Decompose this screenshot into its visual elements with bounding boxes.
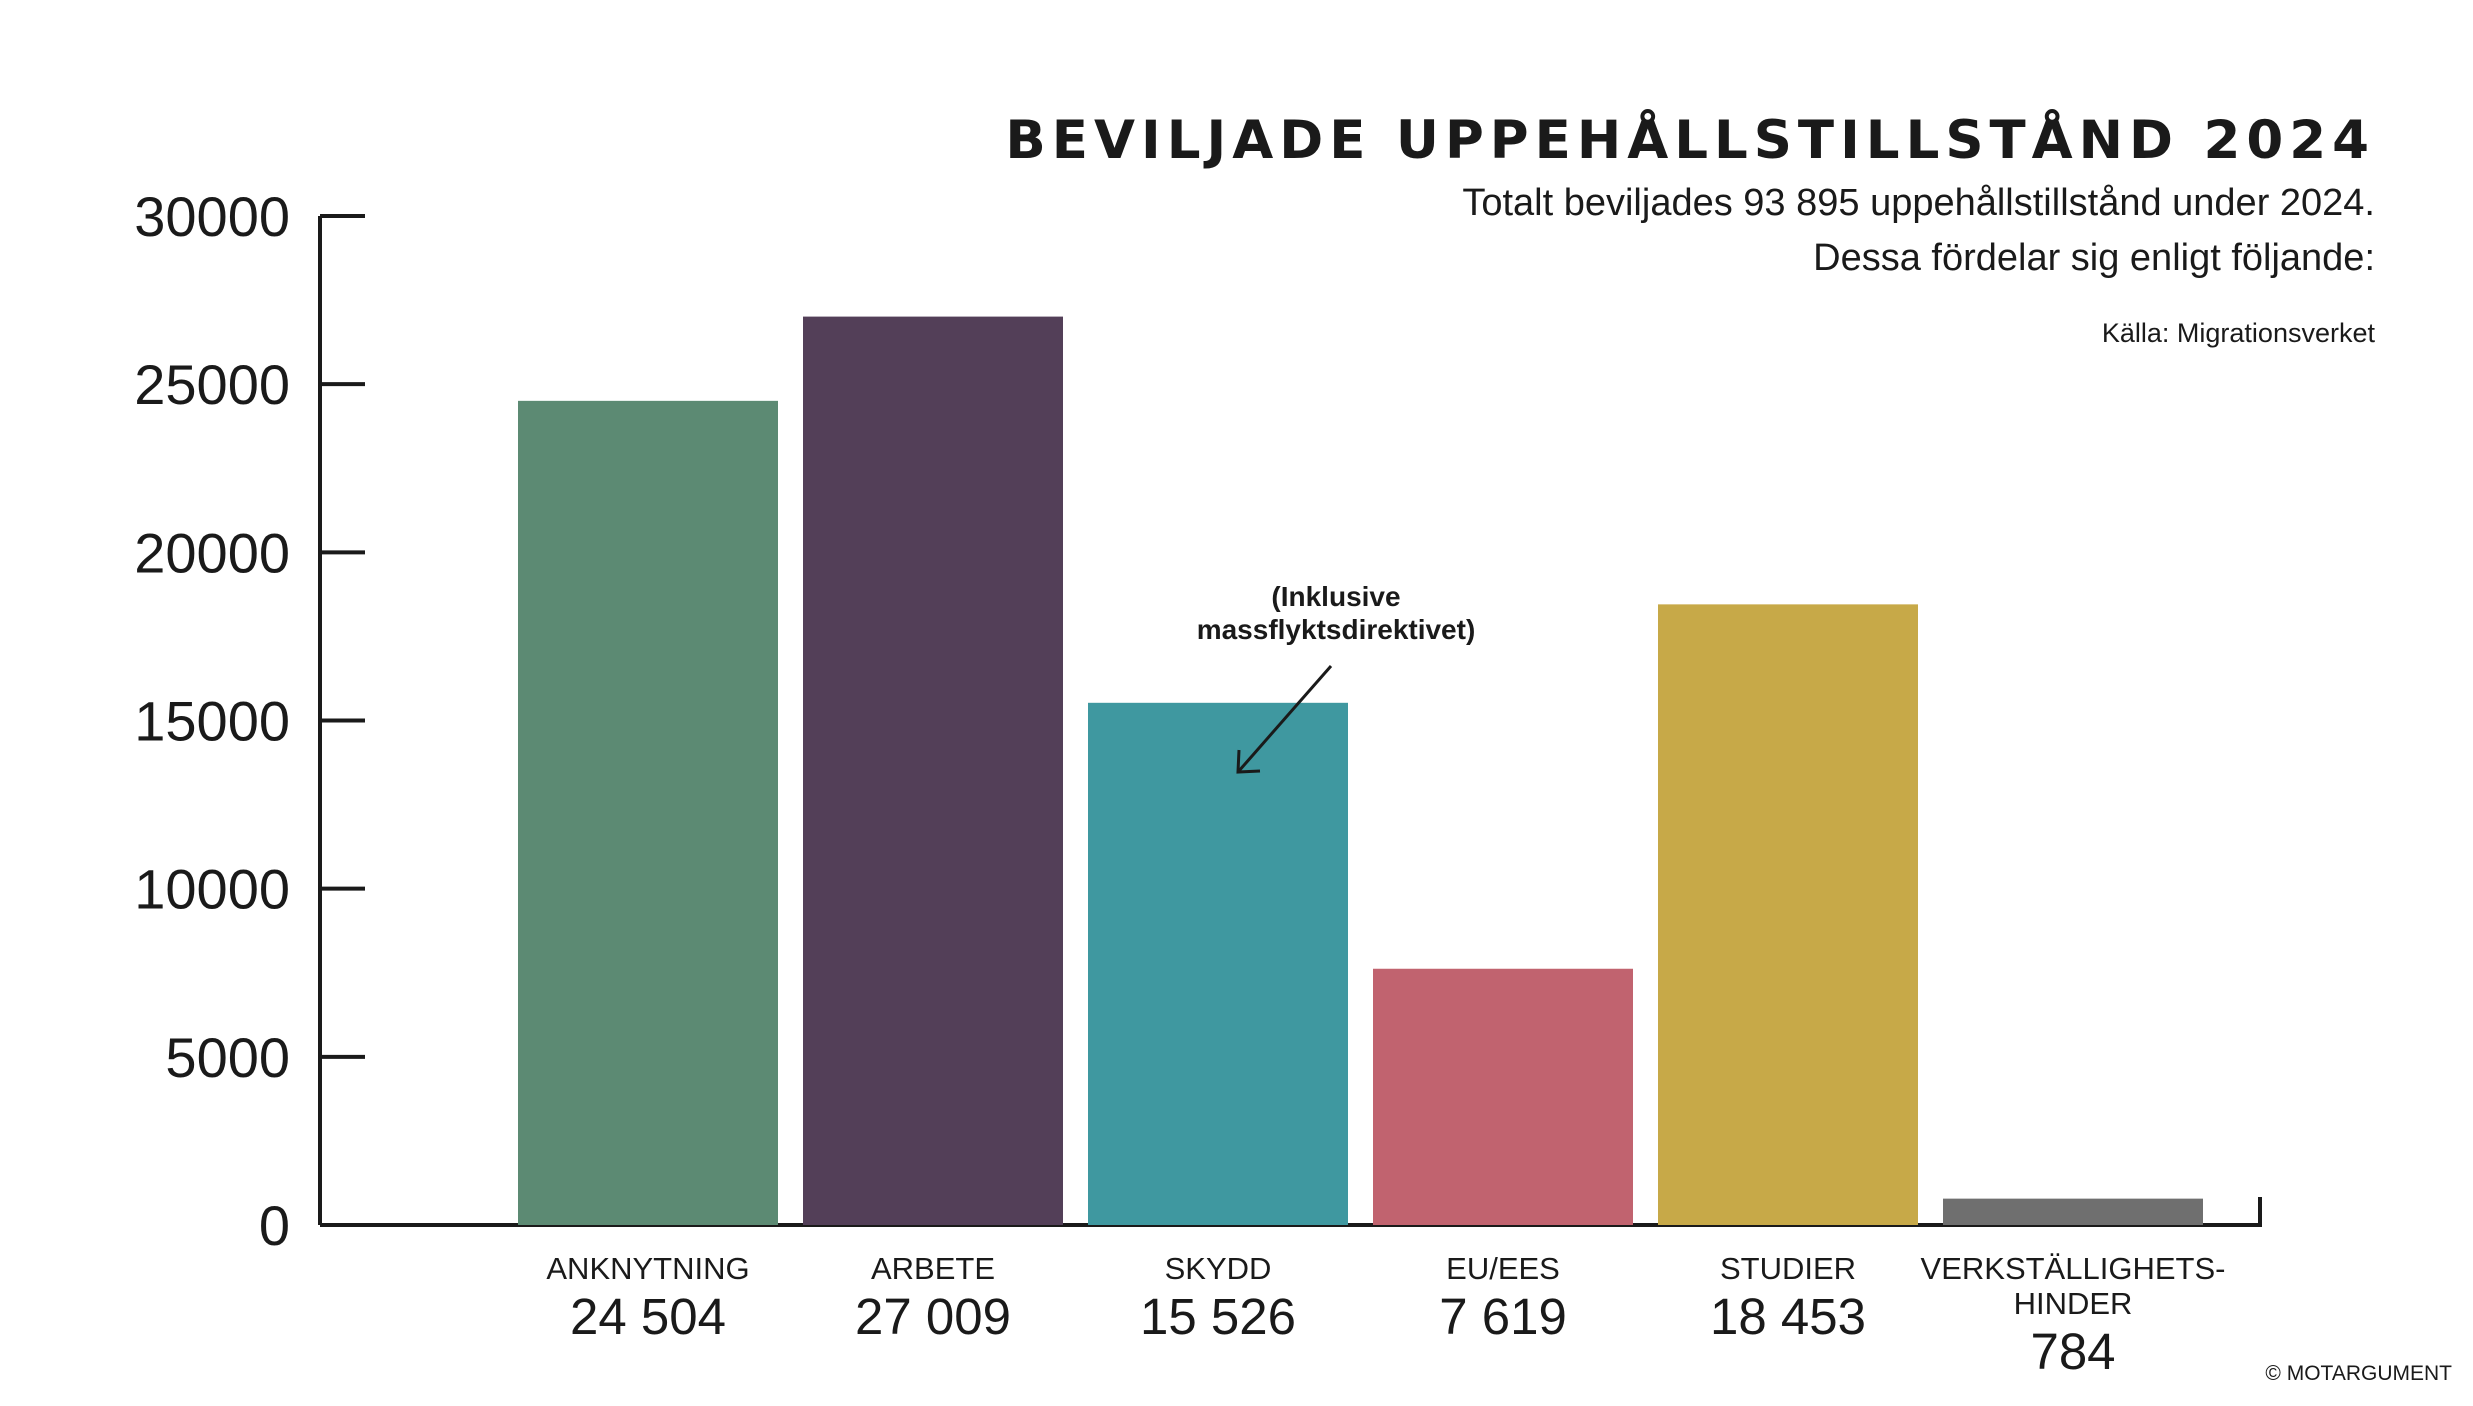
copyright-text: © MOTARGUMENT [2265,1362,2452,1385]
bar [1658,604,1918,1225]
category-label: SKYDD [1165,1251,1272,1286]
annotation-text: (Inklusive [1271,581,1400,612]
category-label: ARBETE [871,1251,995,1286]
bar [1088,702,1348,1225]
chart-source: Källa: Migrationsverket [2102,318,2376,348]
annotation-arrowhead [1236,749,1261,774]
value-label: 27 009 [855,1288,1011,1345]
chart-title: BEVILJADE UPPEHÅLLSTILLSTÅND 2024 [1005,108,2375,171]
y-tick-label: 30000 [134,185,290,248]
bar [803,316,1063,1225]
y-tick-label: 5000 [165,1026,290,1089]
bar [518,400,778,1226]
category-label: EU/EES [1446,1251,1560,1286]
category-label: STUDIER [1720,1251,1856,1286]
annotation-text: massflyktsdirektivet) [1197,614,1476,645]
category-label: VERKSTÄLLIGHETS- [1921,1251,2226,1286]
bar [1943,1198,2203,1225]
axes: 0 5000 10000 15000 20000 25000 30000 [134,185,2262,1257]
bars [518,316,2203,1226]
category-label: HINDER [2014,1286,2133,1321]
value-label: 24 504 [570,1288,726,1345]
bar [1373,968,1633,1225]
value-label: 7 619 [1439,1288,1567,1345]
y-tick-label: 10000 [134,858,290,921]
y-tick-label: 15000 [134,690,290,753]
category-label: ANKNYTNING [546,1251,749,1286]
value-label: 784 [2030,1323,2115,1380]
chart-subtitle-line-1: Totalt beviljades 93 895 uppehållstillst… [1462,182,2375,224]
y-tick-label: 25000 [134,353,290,416]
annotation-arrow [1236,665,1333,773]
chart-subtitle-line-2: Dessa fördelar sig enligt följande: [1813,237,2375,279]
value-label: 15 526 [1140,1288,1296,1345]
value-label: 18 453 [1710,1288,1866,1345]
y-tick-label: 0 [259,1194,290,1257]
y-tick-label: 20000 [134,521,290,584]
